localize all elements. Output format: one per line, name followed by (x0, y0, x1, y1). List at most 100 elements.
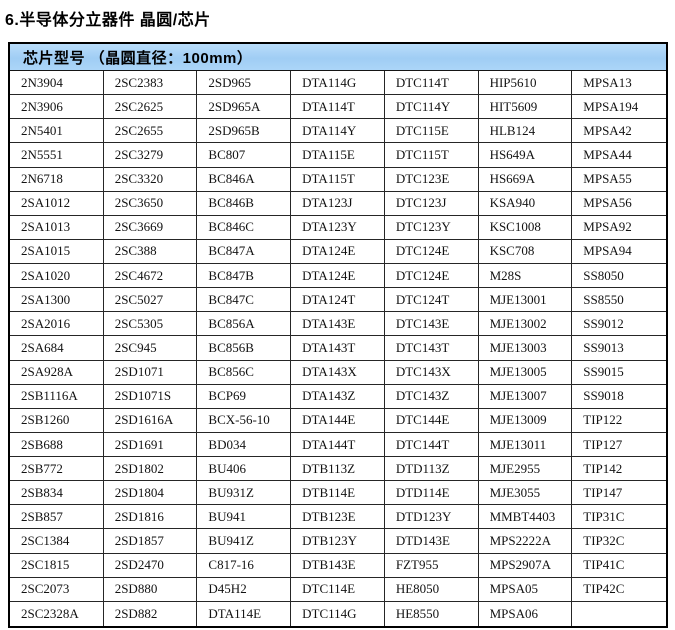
table-cell: BC846C (197, 215, 292, 240)
table-cell: TIP42C (572, 578, 666, 602)
table-cell: BC847A (197, 239, 292, 265)
table-cell: 2SC3320 (103, 167, 198, 192)
table-cell: HE8550 (385, 601, 479, 626)
table-cell: 2SD1804 (103, 481, 198, 506)
table-cell: 2SC2328A (10, 601, 104, 626)
table-cell: BU406 (197, 457, 292, 482)
table-cell: BC846B (197, 191, 292, 216)
table-cell: DTA143X (291, 360, 385, 385)
table-cell: MJE13009 (478, 408, 573, 433)
table-cell: 2SC5027 (103, 288, 198, 313)
table-cell: DTD113Z (384, 457, 479, 482)
table-cell: MPSA13 (572, 71, 666, 96)
table-cell: BC856C (197, 360, 292, 385)
table-cell: 2SD1857 (103, 529, 198, 554)
table-cell: MPSA44 (572, 143, 666, 168)
table-cell: HS649A (478, 143, 573, 168)
table-cell: FZT955 (384, 553, 479, 578)
table-cell: 2SD880 (103, 577, 198, 602)
table-cell: SS9018 (572, 385, 666, 409)
table-cell: MPSA06 (479, 601, 573, 626)
table-cell: SS9015 (572, 361, 666, 385)
table-cell: DTA144T (291, 432, 385, 458)
table-cell: MMBT4403 (478, 505, 573, 530)
table-cell: 2N3906 (10, 95, 104, 120)
table-cell: MPSA05 (478, 577, 573, 602)
table-cell: 2SC5305 (103, 312, 198, 337)
table-cell: DTA115E (291, 143, 385, 168)
table-cell: TIP32C (572, 529, 666, 554)
table-cell: MJE3055 (478, 481, 573, 506)
table-cell: DTC115E (384, 119, 479, 144)
table-cell: MPSA94 (572, 240, 666, 265)
table-cell: BU931Z (197, 481, 292, 506)
table-cell: DTC115T (384, 143, 479, 168)
table-cell: HIT5609 (478, 95, 573, 120)
table-cell: SS8050 (572, 264, 666, 289)
table-cell: MJE13011 (478, 432, 573, 458)
table-cell: TIP147 (572, 481, 666, 506)
table-cell: 2SD1616A (103, 408, 198, 433)
table-cell: BC807 (197, 143, 292, 168)
table-cell: DTA114T (291, 95, 385, 120)
table-cell: 2SC2383 (103, 71, 198, 96)
table-cell: 2SC1815 (10, 553, 104, 578)
table-cell: DTC143X (384, 360, 479, 385)
table-cell: 2SD965B (197, 119, 292, 144)
table-cell: MJE2955 (478, 457, 573, 482)
table-cell: DTC124T (384, 288, 479, 313)
table-cell: 2SC3669 (103, 215, 198, 240)
table-cell: BU941Z (197, 529, 292, 554)
table-cell: DTA143E (291, 312, 385, 337)
table-cell: 2SB857 (10, 505, 104, 530)
table-cell: DTC124E (384, 264, 479, 289)
table-cell: KSC708 (478, 239, 573, 265)
table-cell: DTC114E (291, 577, 385, 602)
table-cell: C817-16 (197, 553, 292, 578)
table-cell: DTA114E (197, 601, 292, 626)
table-cell: 2N5401 (10, 119, 104, 144)
table-cell: 2SB772 (10, 457, 104, 482)
table-cell: DTA123J (291, 191, 385, 216)
table-cell: KSA940 (478, 191, 573, 216)
table-cell: 2SC4672 (103, 264, 198, 289)
table-cell: 2SC945 (103, 336, 198, 361)
table-cell: MPS2222A (478, 529, 573, 554)
table-cell: DTB143E (291, 553, 385, 578)
table-cell: MPSA194 (572, 95, 666, 120)
table-cell: 2N6718 (10, 167, 104, 192)
table-cell: 2SD1691 (103, 432, 198, 458)
table-cell: MPSA55 (572, 168, 666, 192)
table-cell: 2SB834 (10, 481, 104, 506)
table-cell: 2SD965A (197, 95, 292, 120)
table-cell: BCX-56-10 (197, 408, 292, 433)
table-cell: BU941 (197, 505, 292, 530)
table-cell: DTA143Z (291, 384, 385, 409)
table-cell: DTA124E (291, 264, 385, 289)
table-cell: 2SD1816 (103, 505, 198, 530)
table-cell: MJE13007 (478, 384, 573, 409)
table-cell: DTC123E (384, 167, 479, 192)
table-cell: DTB123E (291, 505, 385, 530)
table-cell: MPSA56 (572, 192, 666, 216)
table-cell: TIP41C (572, 554, 666, 578)
table-cell: HE8050 (384, 577, 479, 602)
table-cell: BC856A (197, 312, 292, 337)
table-cell: 2SA1013 (10, 215, 104, 240)
table-cell: BC856B (197, 336, 292, 361)
table-cell: DTA115T (291, 167, 385, 192)
table-cell: DTA114G (291, 71, 385, 96)
table-cell: SS8550 (572, 288, 666, 313)
table-cell: DTA123Y (291, 215, 385, 240)
table-cell: 2SA1020 (10, 264, 104, 289)
table-header: 芯片型号 （晶圆直径：100mm） (10, 44, 666, 71)
table-cell: 2SA928A (10, 360, 104, 385)
table-cell: 2SB688 (10, 432, 104, 458)
table-cell: MJE13005 (478, 360, 573, 385)
table-cell: 2SC2625 (103, 95, 198, 120)
table-cell: 2SA1015 (10, 239, 104, 265)
table-cell: DTA124T (291, 288, 385, 313)
table-cell: 2SD1071 (103, 360, 198, 385)
table-cell: TIP142 (572, 457, 666, 482)
table-cell: DTB113Z (291, 457, 385, 482)
